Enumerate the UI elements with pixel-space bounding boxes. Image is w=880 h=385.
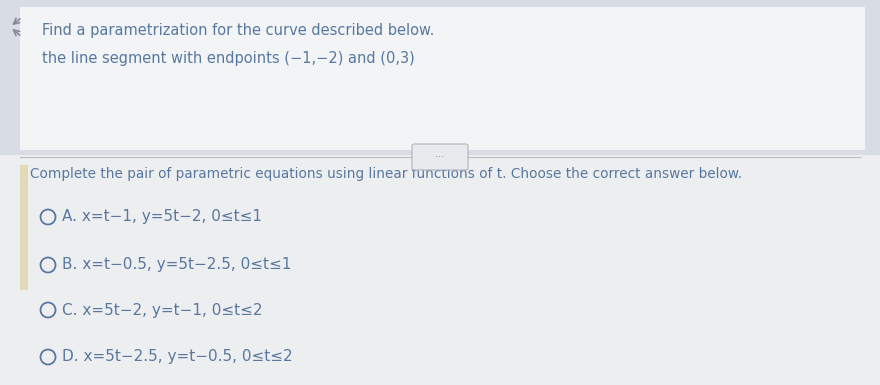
Text: Complete the pair of parametric equations using linear functions of t. Choose th: Complete the pair of parametric equation…: [30, 167, 742, 181]
Text: the line segment with endpoints (−1,−2) and (0,3): the line segment with endpoints (−1,−2) …: [42, 51, 414, 66]
Bar: [20, 7, 865, 150]
Bar: [20, 165, 28, 290]
Bar: [0, 155, 880, 385]
Text: ···: ···: [436, 152, 444, 162]
Text: D. x=5t−2.5, y=t−0.5, 0≤t≤2: D. x=5t−2.5, y=t−0.5, 0≤t≤2: [62, 350, 293, 365]
Text: Find a parametrization for the curve described below.: Find a parametrization for the curve des…: [42, 23, 435, 38]
Text: C. x=5t−2, y=t−1, 0≤t≤2: C. x=5t−2, y=t−1, 0≤t≤2: [62, 303, 262, 318]
Text: A. x=t−1, y=5t−2, 0≤t≤1: A. x=t−1, y=5t−2, 0≤t≤1: [62, 209, 262, 224]
FancyBboxPatch shape: [412, 144, 468, 170]
Text: B. x=t−0.5, y=5t−2.5, 0≤t≤1: B. x=t−0.5, y=5t−2.5, 0≤t≤1: [62, 258, 291, 273]
Bar: [0, 0, 880, 155]
